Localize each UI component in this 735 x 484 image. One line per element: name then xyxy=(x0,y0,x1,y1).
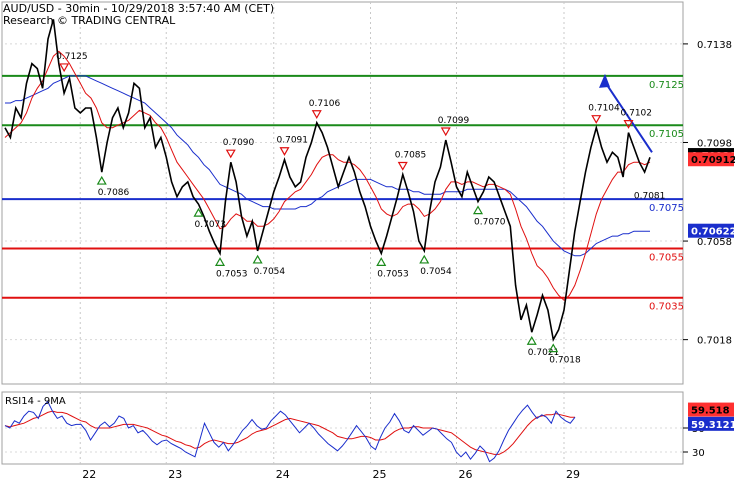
pivot-high-label: 0.7090 xyxy=(223,138,255,148)
series-price xyxy=(4,19,651,342)
level-label: 0.7105 xyxy=(649,129,684,140)
price-panel xyxy=(1,1,684,385)
series-rsi-ma xyxy=(4,410,575,455)
x-tick-label: 22 xyxy=(82,468,96,480)
pivot-high-label: 0.7125 xyxy=(56,52,88,62)
rsi-badge xyxy=(688,402,734,417)
chart-subtitle: Research © TRADING CENTRAL xyxy=(3,14,176,27)
pivot-high-label: 0.7099 xyxy=(438,116,470,126)
pivot-low-marker xyxy=(419,254,430,264)
pivot-low-marker xyxy=(193,207,204,217)
y-tick-label: 0.7058 xyxy=(697,237,732,248)
pivot-high-label: 0.7104 xyxy=(588,104,620,114)
projection-arrowhead xyxy=(599,73,610,88)
pivot-low-label: 0.7053 xyxy=(216,269,248,279)
pivot-high-label: 0.7106 xyxy=(309,99,341,109)
pivot-high-marker xyxy=(225,149,236,159)
rsi-badge-label: 59.518 xyxy=(691,406,730,417)
pivot-low-marker xyxy=(526,336,537,345)
series-fast-ma xyxy=(4,50,651,301)
pivot-low-marker xyxy=(214,257,226,266)
rsi-badge xyxy=(688,416,734,431)
pivot-high-marker xyxy=(591,115,602,124)
pivot-high-marker xyxy=(311,110,322,119)
projection-arrow xyxy=(604,81,653,153)
pivot-high-marker xyxy=(623,120,634,129)
pivot-high-label: 0.7085 xyxy=(395,151,427,161)
price-badge-label: 0.70622 xyxy=(691,227,735,238)
level-label: 0.7055 xyxy=(649,252,684,263)
series-rsi xyxy=(4,400,576,463)
y-tick-label: 0.7018 xyxy=(697,336,732,347)
y-tick-label: 0.7138 xyxy=(697,40,732,51)
pivot-low-label: 0.7018 xyxy=(549,356,581,366)
pivot-high-label: 0.7091 xyxy=(277,136,309,146)
pivot-low-label: 0.7054 xyxy=(420,267,452,277)
pivot-low-label: 0.7054 xyxy=(254,267,286,277)
pivot-low-label: 0.7021 xyxy=(528,348,560,358)
price-badge-label: 0.70912 xyxy=(691,155,735,166)
pivot-low-label: 0.7053 xyxy=(377,269,409,279)
pivot-low-marker xyxy=(472,205,484,215)
series-slow-ma xyxy=(5,75,650,257)
pivot-low-label: 0.7070 xyxy=(474,218,506,228)
level-label: 0.7125 xyxy=(649,80,684,91)
price-badge xyxy=(688,152,734,167)
rsi-y-tick-label: 30 xyxy=(692,448,705,459)
chart-title: AUD/USD - 30min - 10/29/2018 3:57:40 AM … xyxy=(3,2,275,15)
x-tick-label: 24 xyxy=(276,468,290,480)
pivot-low-marker xyxy=(252,254,263,264)
y-tick-label: 0.7098 xyxy=(697,138,732,149)
pivot-high-label: 0.7102 xyxy=(621,109,653,119)
pivot-low-marker xyxy=(548,343,559,353)
rsi-badge-label: 59.3121 xyxy=(691,420,735,431)
pivot-high-marker xyxy=(59,63,70,73)
price-badge xyxy=(688,223,734,238)
x-tick-label: 25 xyxy=(373,468,387,480)
pivot-low-marker xyxy=(96,175,107,185)
pivot-low-label: 0.7086 xyxy=(98,188,130,198)
pivot-high-marker xyxy=(440,127,451,137)
pivot-high-marker xyxy=(279,147,290,156)
level-label: 0.7035 xyxy=(649,302,684,313)
x-tick-label: 23 xyxy=(168,468,182,480)
annotation-label: 0.7081 xyxy=(634,191,666,201)
level-label: 0.7075 xyxy=(649,203,684,214)
rsi-panel-title: RSI14 - 9MA xyxy=(5,396,66,407)
pivot-high-marker xyxy=(397,161,408,171)
pivot-low-label: 0.7073 xyxy=(195,220,227,230)
x-tick-label: 26 xyxy=(459,468,473,480)
pivot-low-marker xyxy=(376,257,387,266)
x-tick-label: 29 xyxy=(566,468,580,480)
